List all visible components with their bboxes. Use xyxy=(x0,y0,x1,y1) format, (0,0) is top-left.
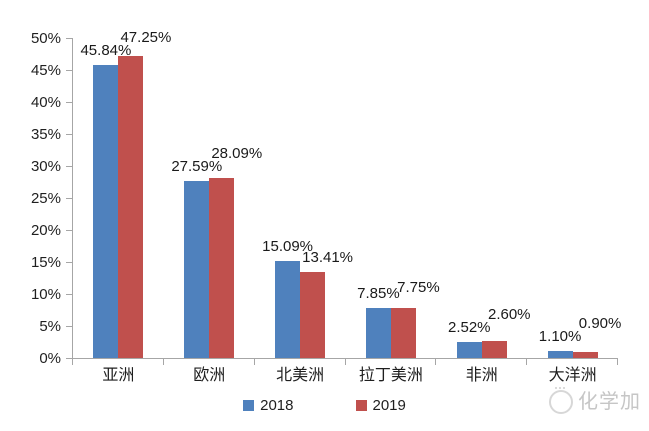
value-label-2019: 13.41% xyxy=(302,249,354,267)
x-axis-line xyxy=(72,358,618,359)
y-axis-tick-label: 40% xyxy=(30,94,61,111)
legend-label: 2018 xyxy=(260,397,294,414)
x-axis-tick xyxy=(253,359,255,365)
y-axis-tick-label: 30% xyxy=(30,158,61,175)
y-axis-tick-label: 20% xyxy=(30,222,61,239)
y-axis-tick-label: 0% xyxy=(39,350,61,367)
bar-2019 xyxy=(300,272,326,358)
y-axis-tick xyxy=(66,358,72,359)
chemistry-plus-logo-icon xyxy=(549,387,573,414)
y-axis-tick-label: 45% xyxy=(30,62,61,79)
y-axis-tick xyxy=(66,70,72,71)
bar-2018 xyxy=(184,181,210,358)
legend-item-2019: 2019 xyxy=(355,397,406,414)
value-label-2019: 7.75% xyxy=(397,278,440,296)
legend-item-2018: 2018 xyxy=(243,397,294,414)
category-label: 大洋洲 xyxy=(548,367,597,384)
bar-2018 xyxy=(275,261,301,358)
bar-2018 xyxy=(547,350,573,358)
value-label-2018: 27.59% xyxy=(171,158,223,176)
bar-2018 xyxy=(365,307,391,358)
category-label: 亚洲 xyxy=(102,367,135,384)
legend-swatch-2019 xyxy=(355,400,367,411)
y-axis-tick xyxy=(66,166,72,167)
category-label: 北美洲 xyxy=(276,367,325,384)
value-label-2018: 15.09% xyxy=(262,238,314,256)
y-axis-tick xyxy=(66,38,72,39)
y-axis-tick-label: 15% xyxy=(30,254,61,271)
category-label: 欧洲 xyxy=(193,367,226,384)
x-axis-tick xyxy=(344,359,346,365)
y-axis-tick-label: 50% xyxy=(30,30,61,47)
x-axis-tick xyxy=(526,359,528,365)
value-label-2019: 2.60% xyxy=(487,305,531,323)
value-label-2018: 2.52% xyxy=(447,318,491,336)
y-axis-tick xyxy=(66,134,72,135)
value-label-2019: 47.25% xyxy=(120,28,172,46)
x-axis-tick xyxy=(72,359,73,365)
y-axis-tick-label: 5% xyxy=(39,318,61,335)
legend-swatch-2018 xyxy=(243,400,255,411)
value-label-2018: 7.85% xyxy=(357,284,400,302)
value-label-2018: 45.84% xyxy=(80,41,132,59)
y-axis-tick xyxy=(66,262,72,263)
watermark-text: 化学加 xyxy=(578,391,641,413)
y-axis-tick xyxy=(66,326,72,327)
y-axis-line xyxy=(72,38,73,359)
y-axis-tick-label: 35% xyxy=(30,126,61,143)
bar-2019 xyxy=(118,55,144,358)
category-label: 非洲 xyxy=(465,367,498,384)
legend-label: 2019 xyxy=(372,397,406,414)
value-label-2019: 28.09% xyxy=(211,145,263,163)
y-axis-tick-label: 10% xyxy=(30,286,61,303)
x-axis-tick xyxy=(435,359,437,365)
bar-2018 xyxy=(456,341,482,358)
value-label-2019: 0.90% xyxy=(578,314,622,332)
category-label: 拉丁美洲 xyxy=(358,367,423,384)
y-axis-tick-label: 25% xyxy=(30,190,61,207)
y-axis-tick xyxy=(66,102,72,103)
y-axis-tick xyxy=(66,230,72,231)
bar-2019 xyxy=(572,352,598,358)
bar-2018 xyxy=(93,64,119,358)
bar-2019 xyxy=(209,178,235,358)
bar-2019 xyxy=(481,341,507,358)
value-label-2018: 1.10% xyxy=(538,327,582,345)
chart-legend: 2018 2019 xyxy=(0,397,649,414)
x-axis-tick xyxy=(617,359,618,365)
x-axis-tick xyxy=(162,359,164,365)
y-axis-tick xyxy=(66,294,72,295)
watermark: 化学加 xyxy=(549,387,641,414)
y-axis-tick xyxy=(66,198,72,199)
bar-2019 xyxy=(390,308,416,358)
